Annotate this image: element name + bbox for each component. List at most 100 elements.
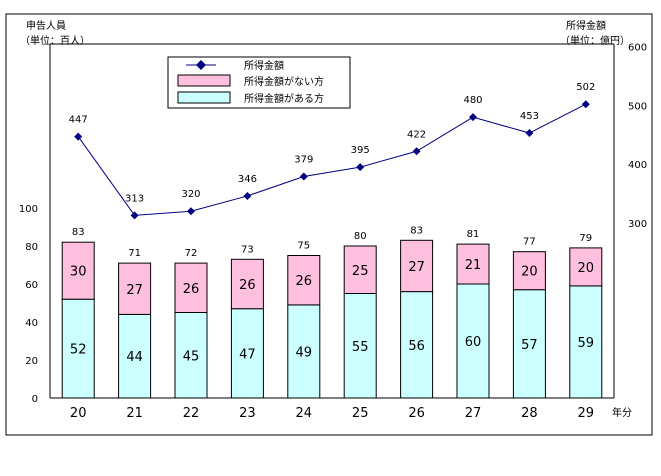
legend-income-label: 所得金額 [244,59,284,72]
income-value-label: 320 [181,189,200,200]
bar-with-income-label: 56 [408,339,425,354]
income-marker [243,191,252,200]
bar-total-label: 79 [579,233,592,244]
bar-with-income [230,308,264,399]
bar-no-income [400,239,434,293]
left-axis-title-line1: 申告人員 [26,19,66,32]
income-value-label: 453 [520,111,539,122]
bar-no-income-label: 20 [521,265,538,280]
category-labels: 20 21 22 23 24 25 26 27 28 29 [70,406,594,421]
income-value-label: 422 [407,129,426,140]
income-marker [299,172,308,181]
bar-with-income [343,293,377,399]
bar-no-income-label: 20 [578,261,595,276]
bar-no-income [456,243,490,285]
bar-no-income-label: 27 [408,260,425,275]
legend-no-income-swatch [177,74,231,87]
left-axis-ticks: 0 20 40 60 80 100 [19,204,38,405]
income-marker [469,113,477,122]
income-marker [187,207,195,216]
right-axis-ticks: 300 400 500 600 [628,43,647,230]
bars: 52 30 83 44 27 71 45 26 72 47 26 73 49 26 75 55 25 80 56 27… [61,225,603,399]
bar-total-label: 77 [523,237,536,248]
bar-with-income [569,285,603,399]
right-axis-title-line2: （単位：億円） [560,34,630,47]
bar-total-label: 83 [410,225,423,236]
income-marker [356,163,365,172]
bar-no-income [118,262,152,315]
income-value-label: 346 [238,174,257,185]
category-label: 25 [352,406,369,421]
bar-with-income-label: 49 [296,345,313,360]
bar-total-label: 80 [354,231,367,242]
bar-with-income [118,313,152,399]
bar-no-income [343,245,377,294]
bar-no-income [230,258,264,310]
bar-total-label: 72 [185,248,198,259]
bar-no-income [569,247,603,287]
bar-total-label: 83 [72,227,85,238]
income-marker [525,129,534,138]
left-tick-label: 0 [32,394,38,405]
bar-with-income-label: 47 [239,347,256,362]
category-label: 22 [183,406,200,421]
bar-total-label: 73 [241,244,254,255]
category-label: 29 [578,406,595,421]
left-tick-label: 80 [25,242,38,253]
income-marker [74,132,83,141]
bar-total-label: 75 [297,241,310,252]
bar-with-income [400,291,434,399]
income-marker [581,100,590,109]
income-line [77,103,587,216]
income-value-label: 379 [294,155,313,166]
bar-total-label: 71 [128,248,141,259]
legend-no-income-label: 所得金額がない方 [244,75,324,88]
bar-no-income [174,262,208,314]
legend: 所得金額 所得金額がない方 所得金額がある方 [167,56,351,109]
income-value-label: 313 [125,193,144,204]
bar-with-income-label: 60 [465,335,482,350]
category-label: 20 [70,406,87,421]
category-label: 24 [296,406,313,421]
bar-with-income-label: 59 [578,336,595,351]
right-tick-label: 300 [628,219,647,230]
bar-no-income-label: 26 [183,282,200,297]
bar-no-income-label: 26 [296,274,313,289]
bar-no-income-label: 30 [70,265,87,280]
right-tick-label: 400 [628,160,647,171]
income-marker [412,147,421,156]
bar-with-income-label: 57 [521,338,538,353]
bar-with-income [174,312,208,399]
left-tick-label: 100 [19,204,38,215]
bar-with-income-label: 44 [126,350,143,365]
right-tick-label: 600 [628,43,647,54]
income-value-label: 502 [576,82,595,93]
bar-with-income-label: 55 [352,340,369,355]
income-line-layer: 447 313 320 346 379 395 422 480 453 502 [69,82,595,220]
left-tick-label: 60 [25,280,38,291]
legend-income-marker [196,60,206,70]
bar-no-income-label: 26 [239,278,256,293]
bar-with-income-label: 52 [70,343,87,358]
legend-with-income-swatch [177,91,231,104]
category-label: 23 [239,406,256,421]
bar-no-income-label: 21 [465,258,482,273]
legend-with-income-label: 所得金額がある方 [244,92,324,105]
category-label: 21 [126,406,143,421]
bar-with-income [512,289,546,399]
bar-no-income-label: 25 [352,264,369,279]
income-value-label: 395 [351,145,370,156]
bar-no-income-label: 27 [126,283,143,298]
left-axis-title-line2: （単位：百人） [20,34,90,47]
bar-with-income [456,283,490,399]
bar-with-income-label: 45 [183,349,200,364]
bar-no-income [287,255,321,306]
left-tick-label: 40 [25,318,38,329]
category-label: 28 [521,406,538,421]
income-value-label: 480 [463,95,482,106]
right-axis-title-line1: 所得金額 [566,19,606,32]
bar-with-income [61,298,95,399]
bar-no-income [61,241,95,300]
bar-total-label: 81 [467,229,480,240]
left-tick-label: 20 [25,356,38,367]
